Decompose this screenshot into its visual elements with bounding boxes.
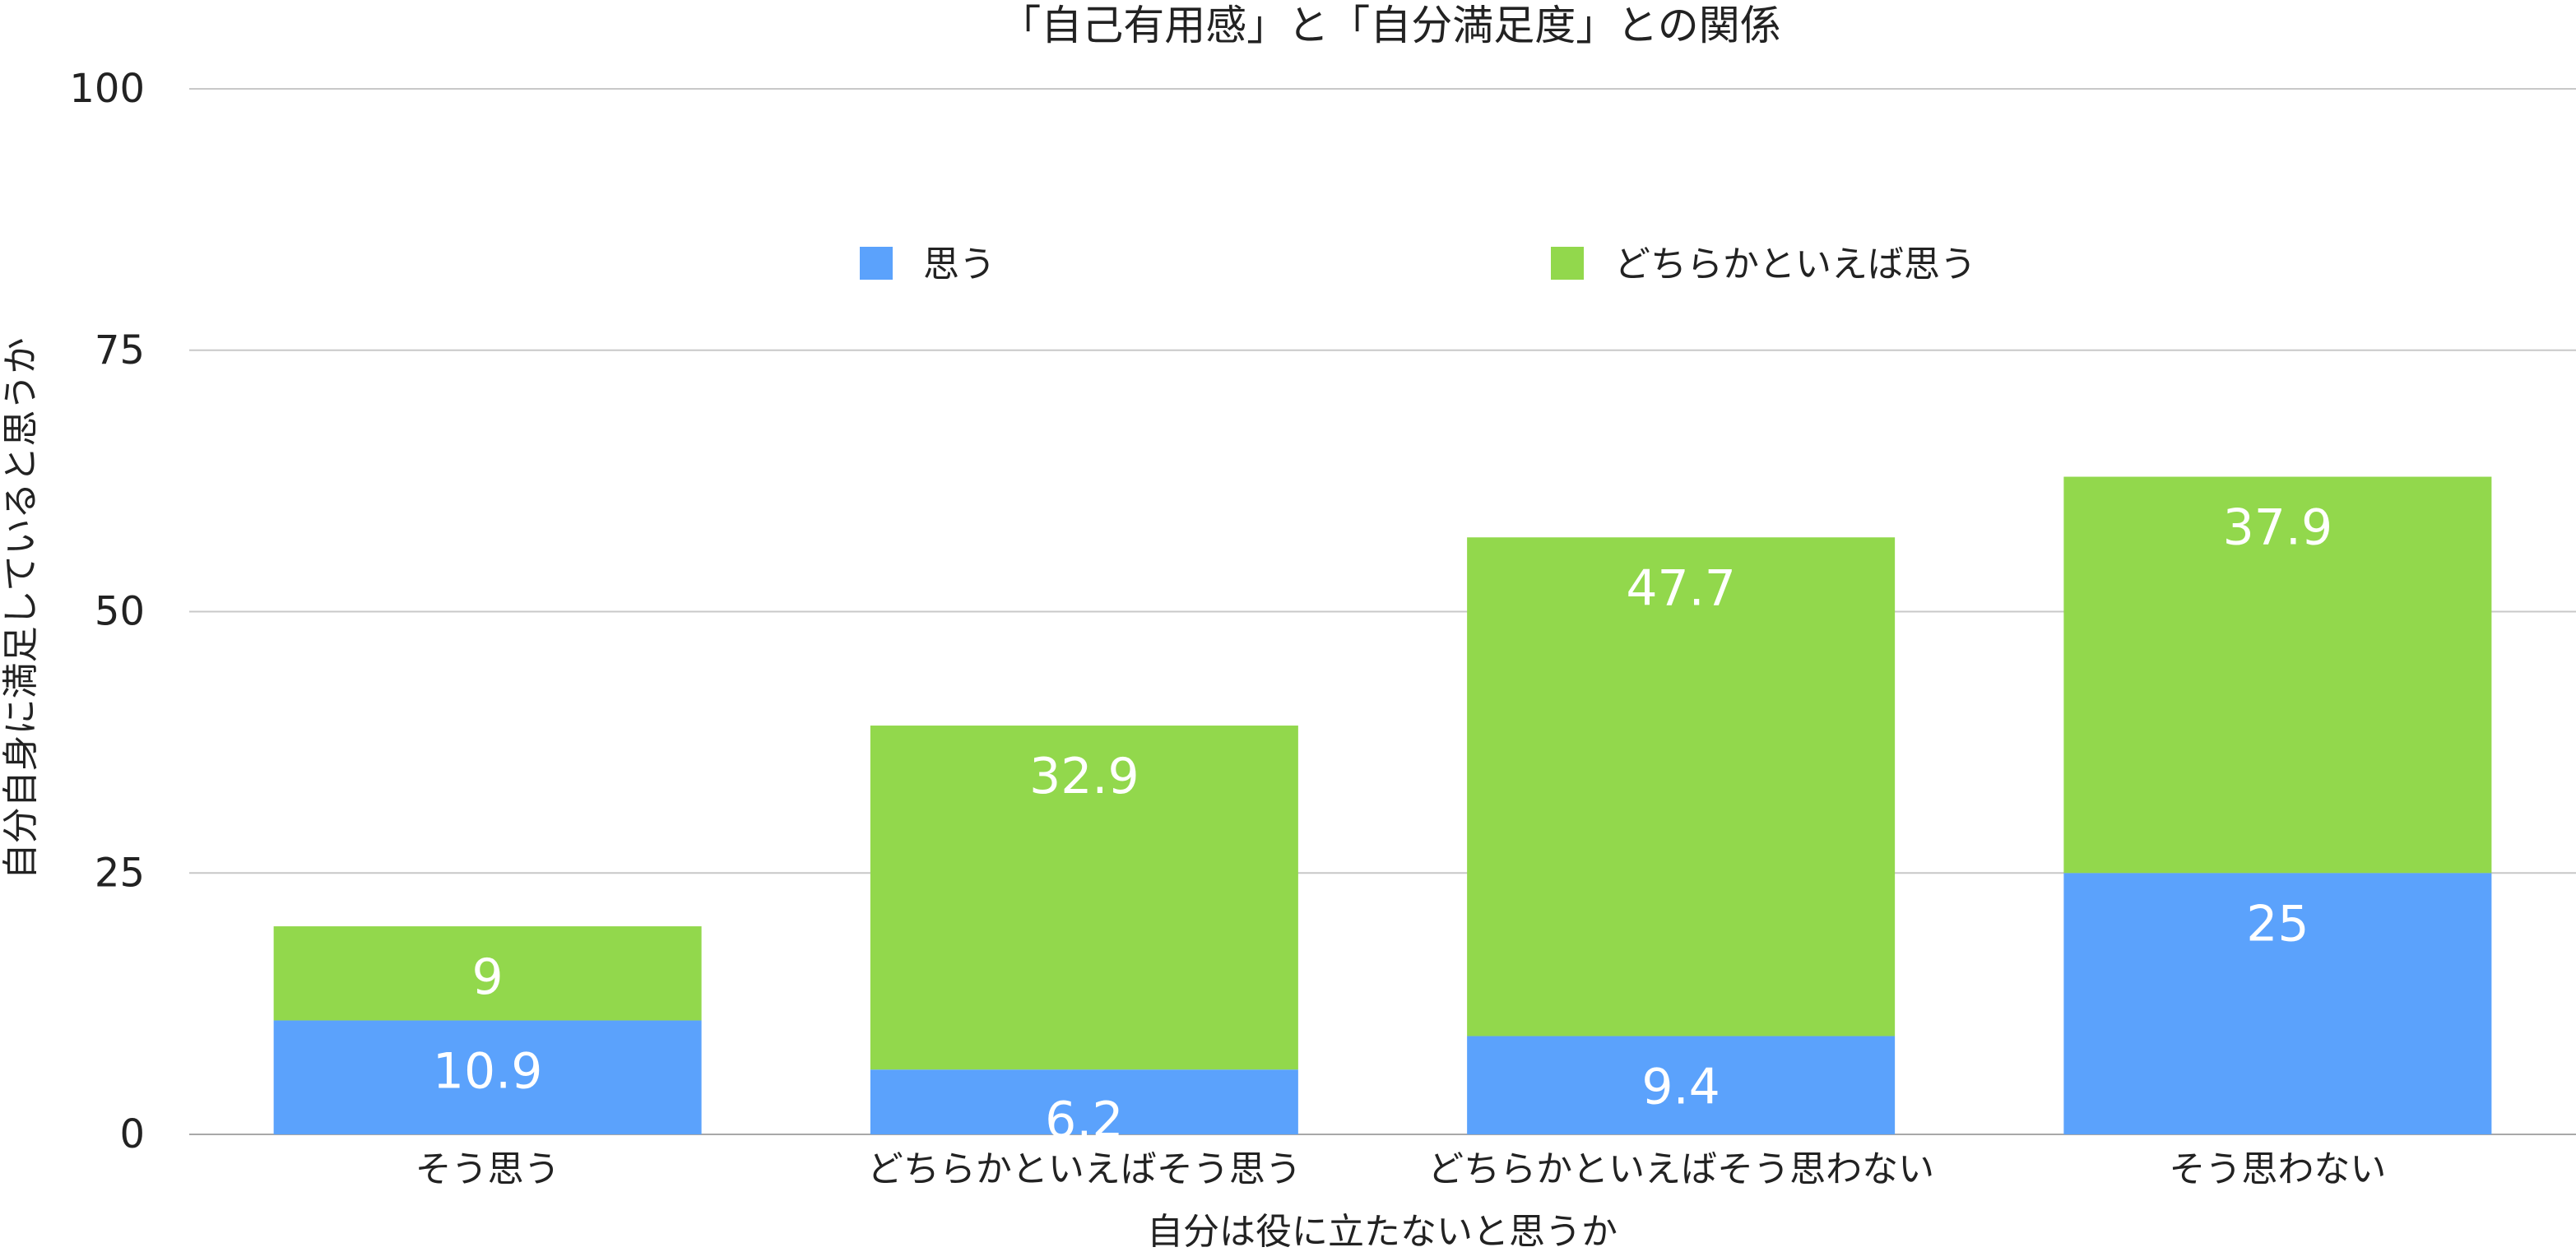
bar-2-series-1	[1467, 537, 1896, 1036]
data-label-3-series-0: 25	[2246, 895, 2309, 953]
x-category-label: どちらかといえばそう思う	[867, 1148, 1302, 1190]
bar-2-series-0	[1467, 1036, 1896, 1134]
y-tick-label: 25	[95, 850, 145, 896]
y-axis-ticks: 0 25 50 75 100	[69, 66, 145, 1157]
data-label-2-series-1: 47.7	[1626, 559, 1736, 617]
bar-0-series-1	[273, 926, 702, 1021]
bars	[273, 476, 2492, 1134]
bar-0-series-0	[273, 1020, 702, 1134]
y-tick-label: 0	[119, 1111, 145, 1157]
data-label-0-series-0: 10.9	[433, 1042, 543, 1100]
bar-3-series-1	[2063, 476, 2492, 874]
data-label-3-series-1: 37.9	[2223, 499, 2333, 557]
x-axis-title: 自分は役に立たないと思うか	[1147, 1211, 1618, 1252]
x-category-label: そう思う	[415, 1148, 560, 1190]
legend-label-series-1: どちらかといえば思う	[1614, 243, 1976, 285]
data-label-2-series-0: 9.4	[1641, 1059, 1720, 1116]
x-axis-categories: そう思う どちらかといえばそう思う どちらかといえばそう思わない そう思わない	[415, 1148, 2387, 1190]
bar-1-series-0	[870, 1069, 1298, 1134]
legend: 思う どちらかといえば思う	[860, 243, 1976, 285]
data-label-1-series-0: 6.2	[1045, 1092, 1123, 1149]
bar-1-series-1	[870, 726, 1298, 1070]
x-category-label: そう思わない	[2169, 1148, 2386, 1190]
y-tick-label: 50	[95, 589, 145, 635]
chart-title: 「自己有用感」と「自分満足度」との関係	[1000, 2, 1781, 49]
y-tick-label: 100	[69, 66, 145, 112]
legend-swatch-series-1	[1551, 247, 1584, 280]
legend-swatch-series-0	[860, 247, 893, 280]
bar-3-series-0	[2063, 873, 2492, 1134]
data-label-1-series-1: 32.9	[1029, 748, 1139, 805]
legend-label-series-0: 思う	[923, 243, 996, 285]
data-label-0-series-1: 9	[472, 948, 504, 1006]
x-category-label: どちらかといえばそう思わない	[1427, 1148, 1934, 1190]
y-tick-label: 75	[95, 327, 145, 373]
data-labels: 10.9 9 6.2 32.9 9.4 47.7 25 37.9	[433, 499, 2332, 1150]
y-axis-title: 自分自身に満足していると思うか	[0, 338, 42, 880]
